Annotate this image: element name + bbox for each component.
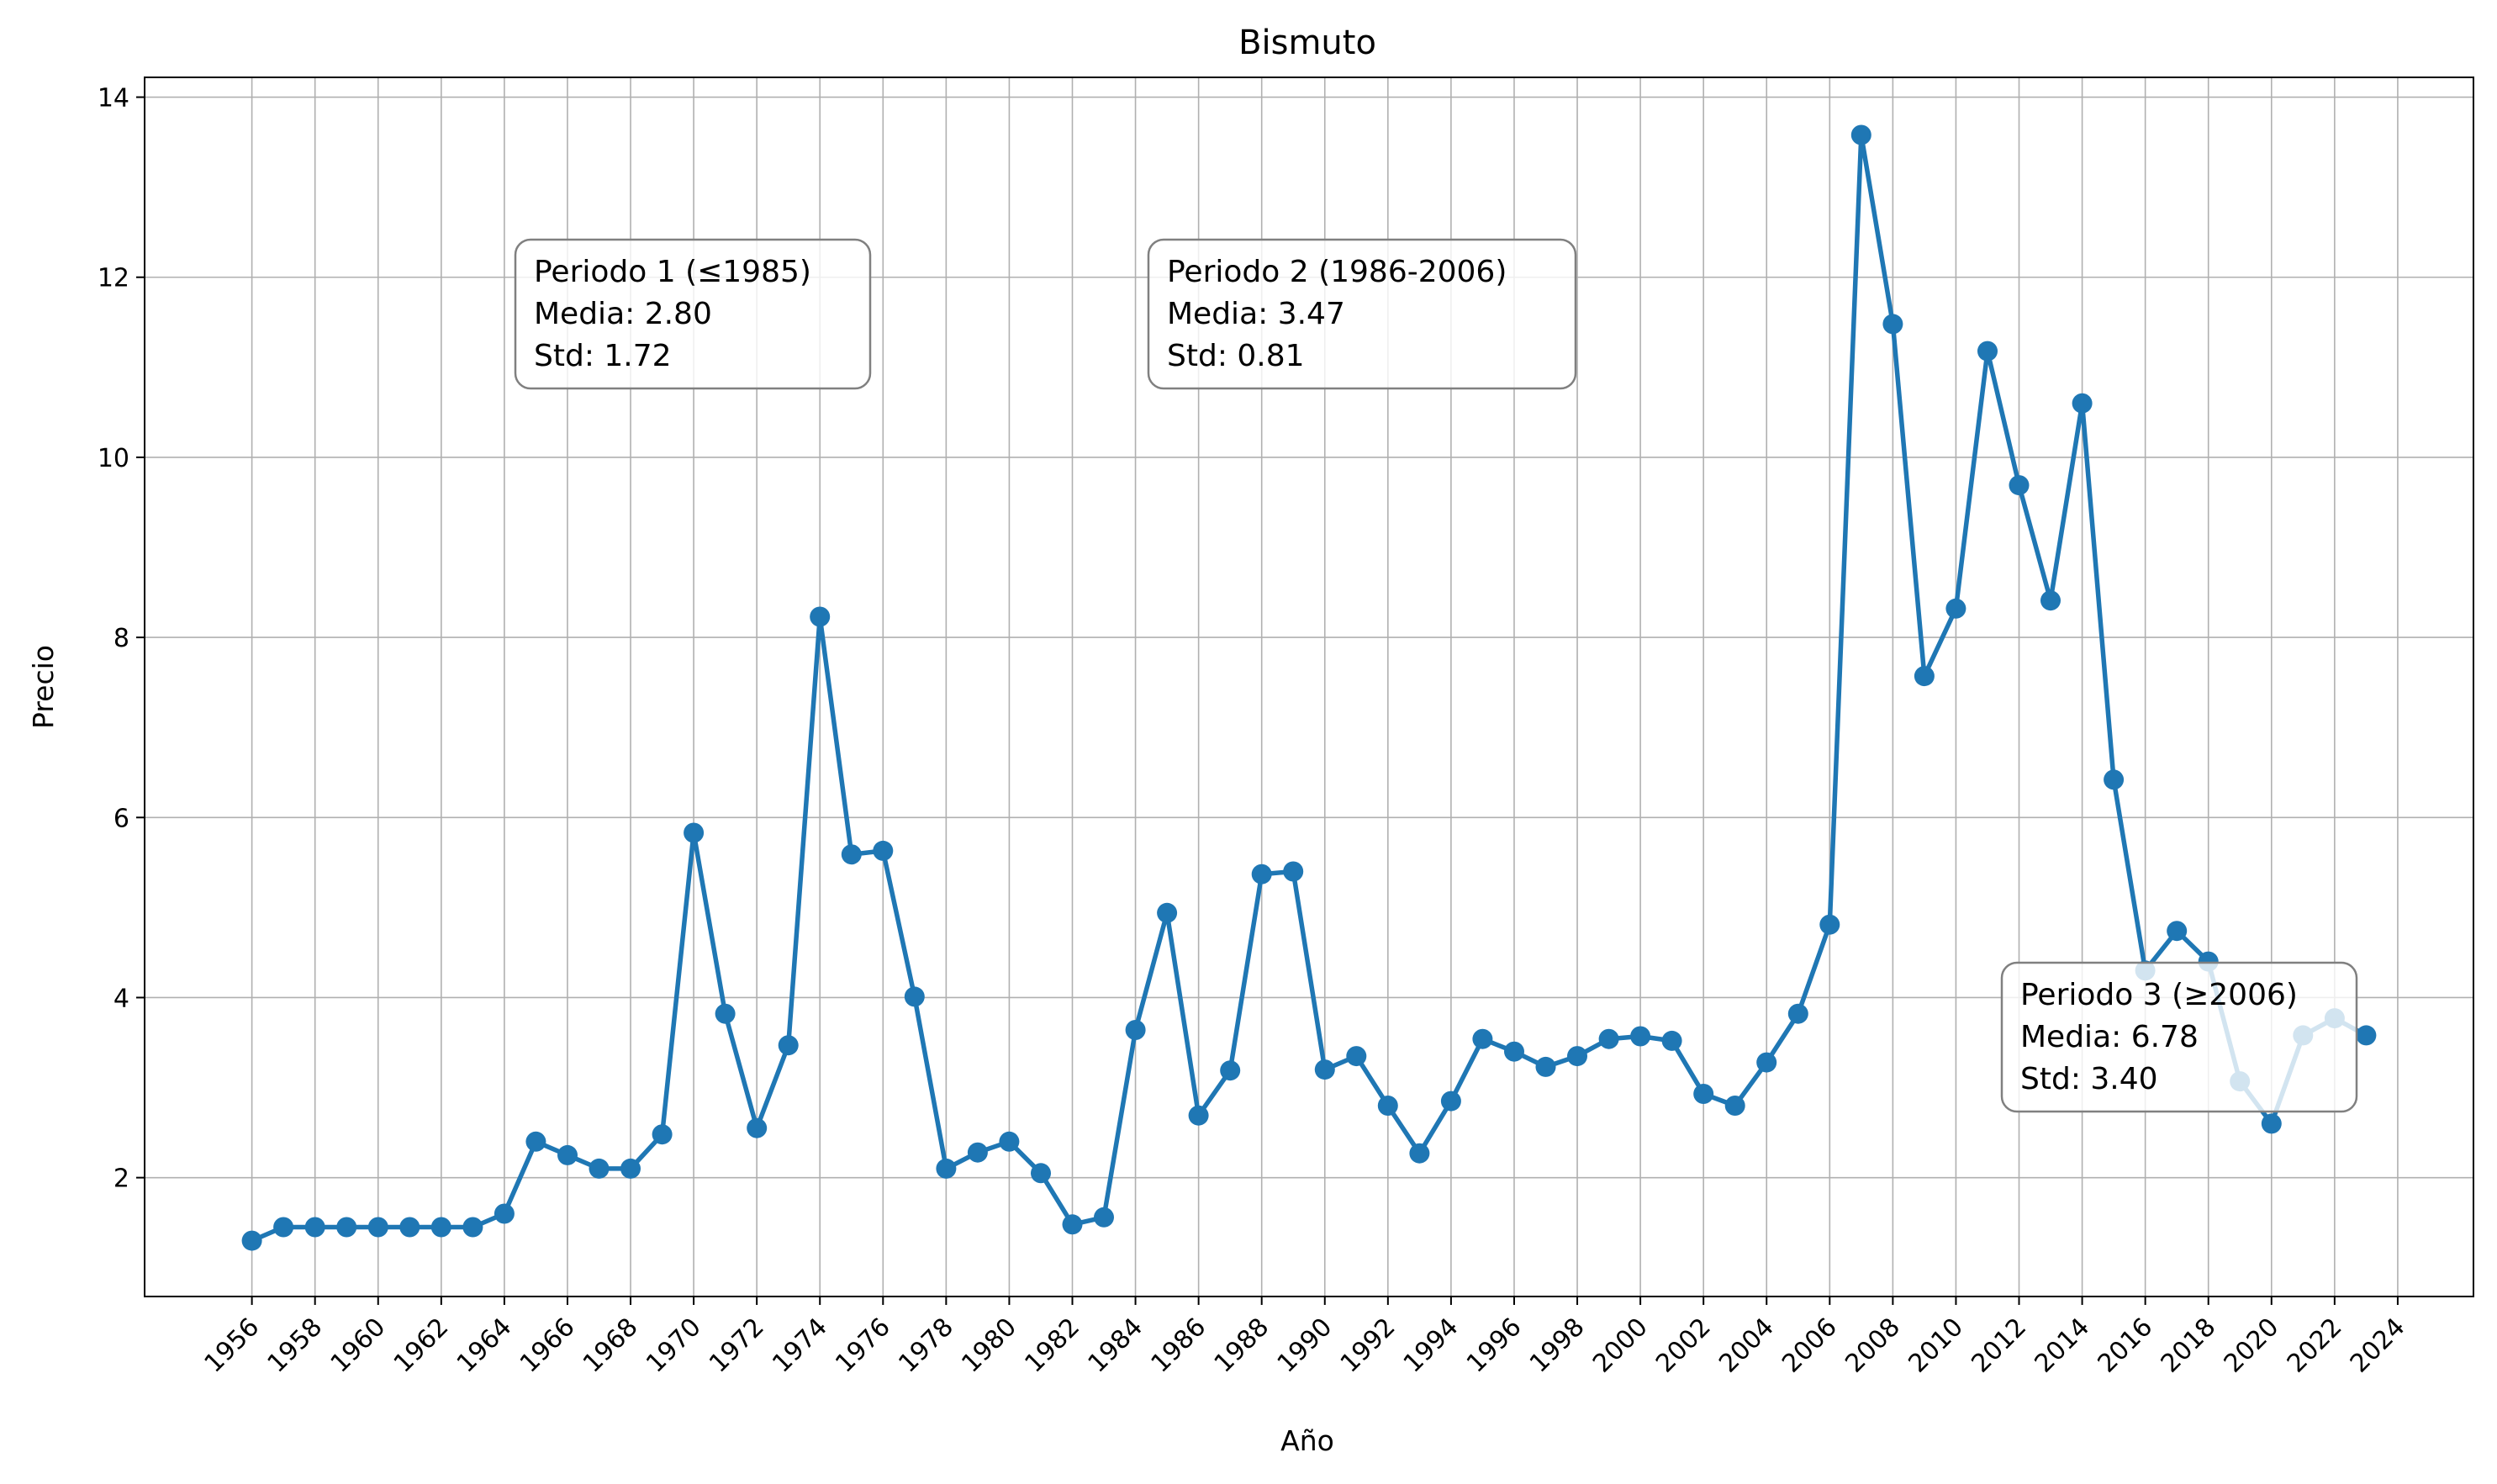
data-point [557,1144,578,1165]
data-point [1031,1163,1051,1184]
data-point [2009,475,2030,496]
annotation-periodo-2: Periodo 2 (1986-2006) Media: 3.47 Std: 0… [1147,238,1577,390]
annotation-line: Std: 0.81 [1167,339,1305,373]
data-point [304,1217,325,1238]
data-point [841,844,862,865]
annotation-line: Periodo 2 (1986-2006) [1167,255,1507,289]
data-point [999,1131,1020,1152]
annotation-line: Media: 2.80 [534,297,712,331]
data-point [1188,1105,1209,1126]
data-point [1157,902,1178,923]
y-axis-label: Precio [27,645,60,729]
data-point [1914,666,1935,687]
data-point [684,822,705,843]
data-point [904,986,925,1007]
annotation-periodo-1: Periodo 1 (≤1985) Media: 2.80 Std: 1.72 [514,238,872,390]
data-point [1504,1041,1524,1062]
data-point [2261,1113,2282,1134]
annotation-line: Std: 1.72 [534,339,672,373]
data-point [1283,861,1304,882]
data-point [1630,1026,1651,1047]
data-point [241,1230,262,1251]
y-tick-label: 2 [114,1164,129,1194]
data-point [1661,1030,1682,1051]
data-point [1787,1003,1808,1024]
data-point [273,1217,294,1238]
data-point [525,1131,546,1152]
data-point [1598,1028,1619,1049]
data-point [1756,1052,1777,1073]
data-point [367,1217,388,1238]
data-point [778,1035,799,1056]
data-point [652,1124,673,1145]
data-point [2356,1025,2377,1046]
annotation-line: Std: 3.40 [2020,1062,2158,1096]
chart-title: Bismuto [1238,24,1376,62]
annotation-periodo-3: Periodo 3 (≥2006) Media: 6.78 Std: 3.40 [2000,961,2358,1113]
data-point [1535,1056,1556,1077]
data-point [494,1203,515,1224]
data-point [936,1158,957,1179]
data-point [1062,1214,1083,1235]
plot-frame [144,77,2474,1297]
y-tick-label: 4 [114,984,129,1013]
x-axis-label: Año [1280,1424,1334,1457]
y-axis-ticks: 2 4 6 8 10 12 14 [98,84,145,1194]
data-point [399,1217,420,1238]
annotation-line: Periodo 3 (≥2006) [2020,978,2298,1012]
annotation-line: Media: 3.47 [1167,297,1345,331]
data-point [462,1217,483,1238]
data-point [1409,1143,1430,1164]
data-point [2167,921,2188,942]
data-point [1945,598,1966,619]
data-point [1440,1091,1461,1112]
y-tick-label: 6 [114,804,129,833]
data-point [810,606,831,627]
y-tick-label: 10 [98,444,129,473]
y-tick-label: 8 [114,624,129,653]
data-point [336,1217,357,1238]
data-point [1472,1028,1493,1049]
data-point [2104,769,2125,790]
data-point [1882,314,1903,335]
annotation-line: Media: 6.78 [2020,1020,2199,1054]
data-point [1567,1046,1587,1067]
data-point [1125,1020,1146,1040]
data-point [967,1142,988,1163]
annotation-box [2000,961,2358,1113]
annotation-line: Periodo 1 (≤1985) [534,255,811,289]
y-tick-label: 12 [98,264,129,293]
data-point [1977,341,1998,362]
data-point [620,1158,641,1179]
data-point [1724,1096,1745,1116]
data-point [1251,863,1272,885]
data-point [1819,914,1840,935]
data-point [2072,393,2093,414]
data-point [1377,1096,1398,1116]
annotation-box [1147,238,1577,390]
annotation-box [514,238,872,390]
data-point [1220,1060,1241,1081]
data-point [715,1003,736,1024]
data-point [430,1217,451,1238]
data-point [1094,1207,1114,1228]
data-point [1314,1059,1335,1080]
annotations: Periodo 1 (≤1985) Media: 2.80 Std: 1.72 … [514,238,2358,1113]
data-point [589,1158,610,1179]
data-point [1850,124,1871,145]
y-tick-label: 14 [98,84,129,114]
data-point [1346,1046,1367,1067]
data-point [873,840,894,861]
data-point [1693,1084,1714,1104]
data-point [2040,590,2061,611]
data-point [747,1117,768,1138]
